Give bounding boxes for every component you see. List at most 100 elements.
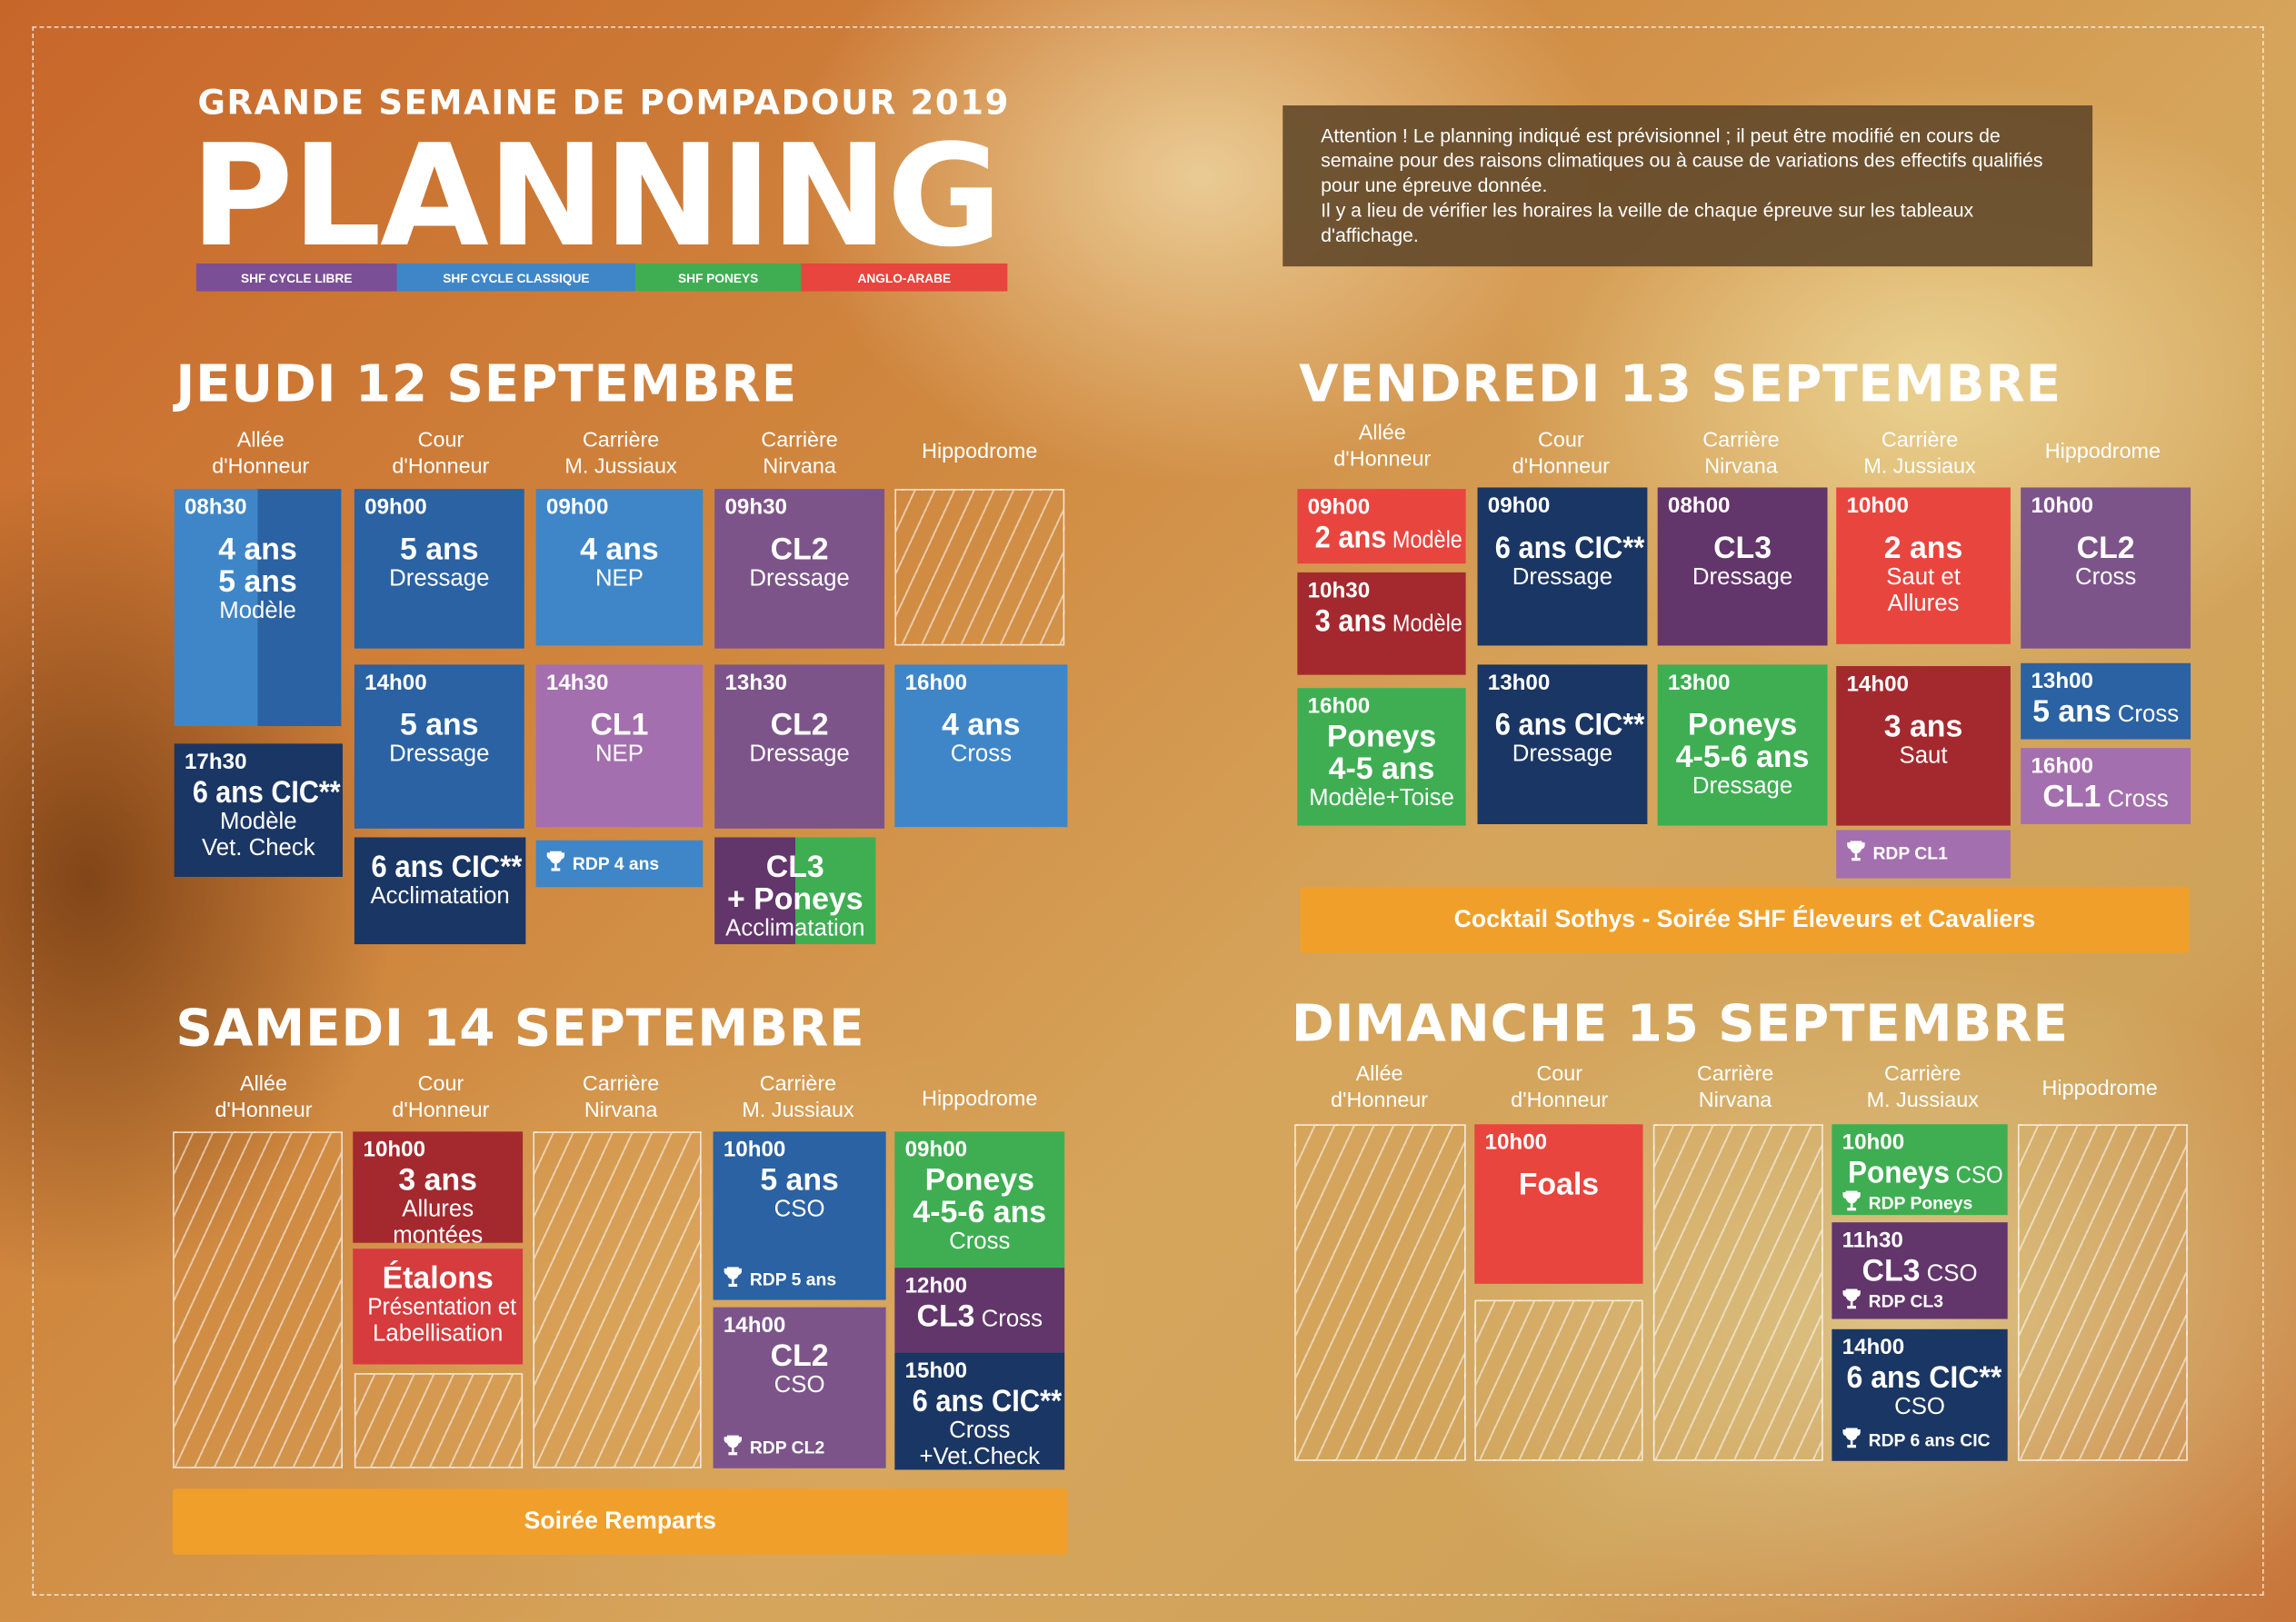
event-block[interactable]: 12h00 CL3 Cross (894, 1268, 1065, 1353)
event-block[interactable]: 14h00 CL2 CSO RDP CL2 (713, 1307, 886, 1468)
event-block[interactable]: 13h00 5 ans Cross (2021, 662, 2191, 740)
column-header: Carrière M. Jussiaux (710, 1071, 885, 1124)
column-header: Carrière Nirvana (533, 1071, 708, 1124)
event-line: 3 ans (1846, 711, 2000, 743)
event-line-text: 4-5-6 ans (1676, 741, 1810, 774)
event-block[interactable]: 14h30 CL1 NEP (535, 664, 704, 828)
event-description: 4 ans 5 ans Modèle (185, 533, 331, 625)
event-block[interactable]: 13h30 CL2 Dressage (714, 664, 885, 829)
event-subtitle: Saut et (1886, 564, 1961, 591)
event-line-text: 5 ans (400, 710, 479, 741)
event-block[interactable]: 10h00 5 ans CSO RDP 5 ans (713, 1131, 886, 1300)
event-line: Foals (1485, 1169, 1633, 1201)
event-line-text: Dressage (749, 566, 849, 592)
event-line: Cross (905, 1418, 1054, 1445)
event-block[interactable]: 16h00 4 ans Cross (894, 664, 1068, 828)
event-block[interactable]: 17h30 6 ans CIC** Modèle Vet. Check (174, 743, 343, 877)
event-block[interactable]: RDP 4 ans (535, 840, 704, 888)
event-line: Dressage (364, 566, 514, 592)
event-subtitle: Cross (2117, 702, 2180, 728)
event-block[interactable]: 09h00 4 ans NEP (535, 489, 704, 646)
event-line: CL2 (724, 1340, 876, 1373)
event-block[interactable]: 10h00 CL2 Cross (2021, 487, 2191, 649)
event-description: CL2 Dressage (724, 710, 873, 768)
event-line: Étalons (364, 1262, 513, 1295)
trophy-icon (1842, 1190, 1862, 1219)
column-header-line: Allée (1358, 421, 1406, 445)
event-block[interactable]: 10h00 3 ans Allures montées (353, 1131, 524, 1249)
event-block[interactable]: 11h30 CL3 CSO RDP CL3 (1832, 1222, 2008, 1319)
event-subtitle: Cross (950, 741, 1013, 768)
event-block[interactable]: 10h00 2 ans Saut et Allures (1836, 487, 2011, 644)
event-time: 14h00 (364, 670, 427, 696)
event-description: 2 ans Modèle (1308, 522, 1462, 554)
event-description: CL1 Cross (2031, 781, 2180, 813)
event-description: 5 ans Dressage (364, 710, 514, 768)
event-block[interactable]: 14h00 6 ans CIC** CSO RDP 6 ans CIC (1832, 1328, 2008, 1461)
event-block[interactable]: 09h00 2 ans Modèle (1297, 489, 1466, 564)
legend-cycle-libre: SHF CYCLE LIBRE (195, 263, 397, 292)
event-block[interactable]: 16h00 Poneys 4-5 ans Modèle+Toise (1297, 688, 1466, 826)
event-subtitle: Dressage (1692, 774, 1793, 800)
event-block[interactable]: 10h30 3 ans Modèle (1297, 572, 1466, 675)
column-header: Cour d'Honneur (1472, 1061, 1647, 1114)
column-header: Hippodrome (892, 1086, 1067, 1112)
empty-slot (894, 489, 1065, 646)
supertitle: GRANDE SEMAINE DE POMPADOUR 2019 (197, 85, 1011, 124)
event-block[interactable]: 6 ans CIC** Acclimatation (354, 837, 526, 945)
column-header-line: M. Jussiaux (1863, 455, 1976, 479)
event-line-text: + Poneys (727, 883, 863, 916)
event-block[interactable]: 08h30 4 ans 5 ans Modèle (174, 489, 342, 727)
event-block[interactable]: 09h00 Poneys 4-5-6 ans Cross (894, 1131, 1065, 1269)
event-block[interactable]: 09h30 CL2 Dressage (714, 489, 885, 649)
legend-anglo-arabe: ANGLO-ARABE (801, 263, 1008, 292)
event-block[interactable]: 15h00 6 ans CIC** Cross +Vet.Check (894, 1352, 1065, 1470)
event-line: NEP (546, 566, 693, 592)
event-time: 17h30 (184, 749, 247, 775)
event-block[interactable]: 10h00 Poneys CSO RDP Poneys (1832, 1124, 2008, 1216)
event-line: Saut et (1846, 565, 2000, 592)
event-line-text: Cross (2075, 565, 2136, 592)
event-line-text: Dressage (1692, 565, 1792, 592)
day-title: JEUDI 12 SEPTEMBRE (175, 355, 798, 414)
trophy-icon (1842, 1428, 1862, 1456)
column-header-line: M. Jussiaux (742, 1099, 854, 1123)
event-block[interactable]: RDP CL1 (1836, 830, 2011, 879)
event-block[interactable]: 09h00 5 ans Dressage (354, 489, 524, 649)
event-line-text: CL1 Cross (2042, 781, 2168, 813)
event-block[interactable]: 13h00 Poneys 4-5-6 ans Dressage (1657, 664, 1828, 826)
column-header-line: Cour (1538, 429, 1584, 453)
event-block[interactable]: 16h00 CL1 Cross (2021, 748, 2191, 824)
event-title: CL1 (590, 708, 649, 742)
event-subtitle: CSO (1926, 1261, 1978, 1288)
event-line-text: 5 ans (760, 1165, 839, 1197)
event-line-text: Dressage (749, 742, 849, 769)
event-subtitle: Modèle (1392, 528, 1462, 553)
event-subtitle: Acclimatation (370, 884, 510, 910)
column-header: Carrière M. Jussiaux (1832, 427, 2007, 480)
event-line-text: Modèle+Toise (1309, 786, 1454, 812)
event-description: 6 ans CIC** CSO (1842, 1362, 2002, 1421)
event-time: 14h00 (723, 1313, 786, 1338)
event-block[interactable]: 10h00 Foals (1474, 1124, 1643, 1284)
event-block[interactable]: Étalons Présentation et Labellisation (353, 1249, 524, 1365)
event-subtitle: Dressage (1512, 741, 1613, 768)
event-title: 6 ans CIC** (1494, 531, 1645, 565)
event-title: Poneys (924, 1163, 1034, 1198)
event-block[interactable]: 14h00 3 ans Saut (1836, 666, 2011, 826)
event-block[interactable]: 09h00 6 ans CIC** Dressage (1477, 487, 1648, 646)
event-block[interactable]: 14h00 5 ans Dressage (354, 664, 524, 829)
event-line-text: Vet. Check (202, 836, 315, 862)
column-header-line: Cour (417, 1072, 464, 1097)
event-line-text: 6 ans CIC** (1495, 532, 1644, 564)
event-title: 3 ans (1883, 710, 1963, 744)
page-title: PLANNING (190, 114, 1002, 279)
event-time: 09h00 (1487, 493, 1551, 519)
event-block[interactable]: CL3 + Poneys Acclimatation (714, 837, 876, 945)
event-block[interactable]: 08h00 CL3 Dressage (1657, 487, 1828, 646)
column-header: Carrière Nirvana (712, 427, 887, 480)
event-line: CL2 (724, 710, 873, 741)
event-block[interactable]: 13h00 6 ans CIC** Dressage (1477, 664, 1648, 824)
event-line: 4 ans (546, 533, 693, 566)
event-line-text: Poneys (925, 1165, 1034, 1197)
